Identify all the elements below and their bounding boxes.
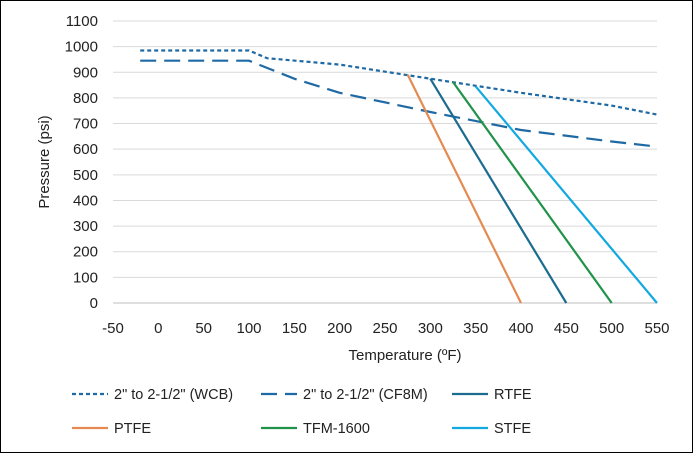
y-tick-label: 800 (73, 90, 98, 107)
series-line-2-to-2-1-2-wcb (140, 49, 658, 116)
x-tick-label: 100 (236, 320, 261, 337)
y-tick-label: 1000 (65, 39, 98, 56)
series-line-ptfe (406, 74, 522, 304)
x-tick-label: 200 (327, 320, 352, 337)
x-tick-label: 400 (508, 320, 533, 337)
legend-label: TFM-1600 (303, 421, 370, 437)
x-tick-label: 550 (644, 320, 669, 337)
y-tick-labels: 0 100 200 300 400 500 600 700 800 900 1000 1100 (65, 13, 98, 312)
y-tick-label: 500 (73, 167, 98, 184)
legend-label: 2" to 2-1/2" (WCB) (114, 387, 233, 403)
gridlines (113, 20, 657, 304)
x-tick-label: 0 (154, 320, 162, 337)
x-tick-label: 450 (554, 320, 579, 337)
series-line-rtfe (429, 78, 568, 304)
y-tick-label: 400 (73, 192, 98, 209)
legend-label: 2" to 2-1/2" (CF8M) (303, 387, 428, 403)
legend-label: STFE (494, 421, 531, 437)
y-tick-label: 0 (90, 295, 98, 312)
y-tick-label: 100 (73, 269, 98, 286)
x-tick-label: -50 (102, 320, 124, 337)
y-tick-label: 200 (73, 244, 98, 261)
y-tick-label: 600 (73, 141, 98, 158)
x-tick-label: 250 (372, 320, 397, 337)
x-tick-label: 500 (599, 320, 624, 337)
legend-label: RTFE (494, 387, 532, 403)
y-tick-label: 1100 (66, 13, 98, 30)
x-tick-label: 350 (463, 320, 488, 337)
x-tick-labels: -50 0 50 100 150 200 250 300 350 400 450 500 550 (102, 320, 669, 337)
x-tick-label: 150 (282, 320, 307, 337)
y-tick-label: 900 (73, 64, 98, 81)
y-tick-label: 700 (73, 116, 98, 133)
series-line-tfm-1600 (452, 81, 613, 304)
legend: 2" to 2-1/2" (WCB) 2" to 2-1/2" (CF8M) RTF… (72, 387, 532, 437)
y-axis-title: Pressure (psi) (36, 115, 53, 208)
x-axis-title: Temperature (ºF) (348, 347, 461, 364)
legend-label: PTFE (114, 421, 151, 437)
series-lines (140, 49, 658, 304)
series-line-stfe (474, 85, 658, 304)
y-tick-label: 300 (73, 218, 98, 235)
x-tick-label: 50 (195, 320, 212, 337)
series-line-2-to-2-1-2-cf8m (140, 59, 658, 148)
x-tick-label: 300 (418, 320, 443, 337)
